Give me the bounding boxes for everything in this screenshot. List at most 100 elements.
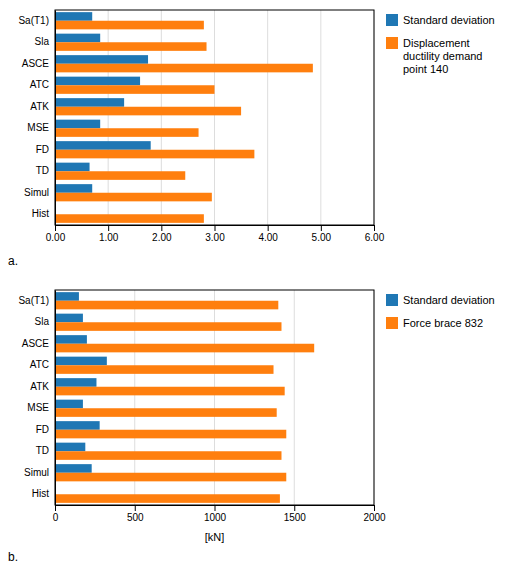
x-tick-mark [321,225,322,231]
x-tick: 0.00 [46,225,66,243]
bar [55,163,90,172]
x-tick: 500 [127,505,144,523]
x-tick-label: 2000 [363,512,386,523]
y-tick: Sa(T1) [18,295,55,306]
bar [55,150,254,159]
bar [55,473,286,482]
bar [55,85,215,94]
legend-entry: Force brace 832 [386,317,483,329]
legend-label: Force brace 832 [403,317,483,329]
grid-line [214,10,215,225]
bar [55,301,278,310]
x-tick-mark [215,225,216,231]
grid [55,290,374,505]
y-tick-label: ATK [30,381,49,392]
y-tick: ATK [30,101,55,112]
legend-swatch [386,317,398,329]
bar [55,451,281,460]
legend-label-line: Displacement [403,37,470,49]
x-tick-mark [161,225,162,231]
x-tick-mark [55,225,56,231]
x-tick-label: 0 [53,512,59,523]
y-tick-label: ATC [30,359,49,370]
series [55,21,313,223]
bar [55,494,280,503]
grid [55,10,374,225]
x-tick-label: 1000 [204,512,227,523]
y-tick-label: TD [36,445,49,456]
y-tick-label: ATC [30,79,49,90]
y-tick-label: Sa(T1) [18,295,49,306]
bar [55,430,286,439]
bar [55,464,92,473]
y-tick-label: ASCE [22,58,50,69]
bar [55,77,140,86]
x-tick-label: 6.00 [365,232,385,243]
bar [55,314,83,323]
bar [55,64,313,73]
bar [55,184,92,193]
y-tick: TD [36,165,55,176]
legend-label-line: Standard deviation [403,14,495,26]
bars [55,12,313,223]
y-tick-label: Simul [24,467,49,478]
x-axis: 0.00 1.00 2.00 3.00 4.00 5.00 6.00 [46,225,385,243]
x-tick-mark [294,505,295,511]
x-tick-mark [55,505,56,511]
panel: 0.001.002.003.004.005.006.00Sa(T1)SlaASC… [8,10,495,268]
grid-line [294,290,295,505]
bar [55,421,100,430]
bar [55,365,274,374]
bar [55,12,92,21]
bar [55,322,281,331]
legend-swatch [386,14,398,26]
y-tick: Hist [32,488,55,499]
x-axis-label: [kN] [205,531,225,543]
x-tick-label: 5.00 [312,232,332,243]
x-tick: 1.00 [99,225,119,243]
y-tick-label: Sla [35,36,50,47]
chart-svg: 0.00 1.00 2.00 3.00 4.00 5.00 6.00 Sa(T1) Sla ASC… [0,0,509,586]
x-axis-line [56,226,375,232]
y-tick: ATK [30,381,55,392]
y-tick-label: Simul [24,187,49,198]
x-tick-label: 2.00 [152,232,172,243]
bar [55,378,96,387]
x-tick-label: 1.00 [99,232,119,243]
legend-entry: Standard deviation [386,14,495,26]
x-tick: 5.00 [312,225,332,243]
x-tick-mark [268,225,269,231]
y-axis-line [55,291,56,506]
grid-line [267,10,268,225]
legend: Standard deviationForce brace 832 [386,294,495,329]
x-tick: 0 [53,505,59,523]
legend-entry: Displacementductility demandpoint 140 [386,37,483,75]
x-tick-label: 1500 [284,512,307,523]
series [55,292,107,473]
bar [55,141,151,150]
x-tick-label: 3.00 [205,232,225,243]
y-tick-label: TD [36,165,49,176]
x-tick: 6.00 [365,225,385,243]
bar [55,335,87,344]
x-tick-label: 4.00 [258,232,278,243]
x-tick-mark [215,505,216,511]
legend-label-line: Force brace 832 [403,317,483,329]
bar [55,107,241,116]
bar [55,443,85,452]
legend-label: Standard deviation [403,14,495,26]
y-tick-label: FD [36,144,49,155]
x-tick: 2.00 [152,225,172,243]
plot-frame [55,10,374,225]
annotation: b. [8,550,18,564]
panel: 0500100015002000Sa(T1)SlaASCEATCATKMSEFD… [8,290,495,564]
bar [55,120,100,129]
y-axis: Sa(T1)SlaASCEATCATKMSEFDTDSimulHist [18,291,55,506]
bar [55,292,79,301]
legend: Standard deviation Displacementductility … [386,14,495,75]
bar [55,193,212,202]
bars [55,292,314,503]
y-tick: Simul [24,187,55,198]
y-tick-label: Sla [35,316,50,327]
x-tick: 4.00 [258,225,278,243]
